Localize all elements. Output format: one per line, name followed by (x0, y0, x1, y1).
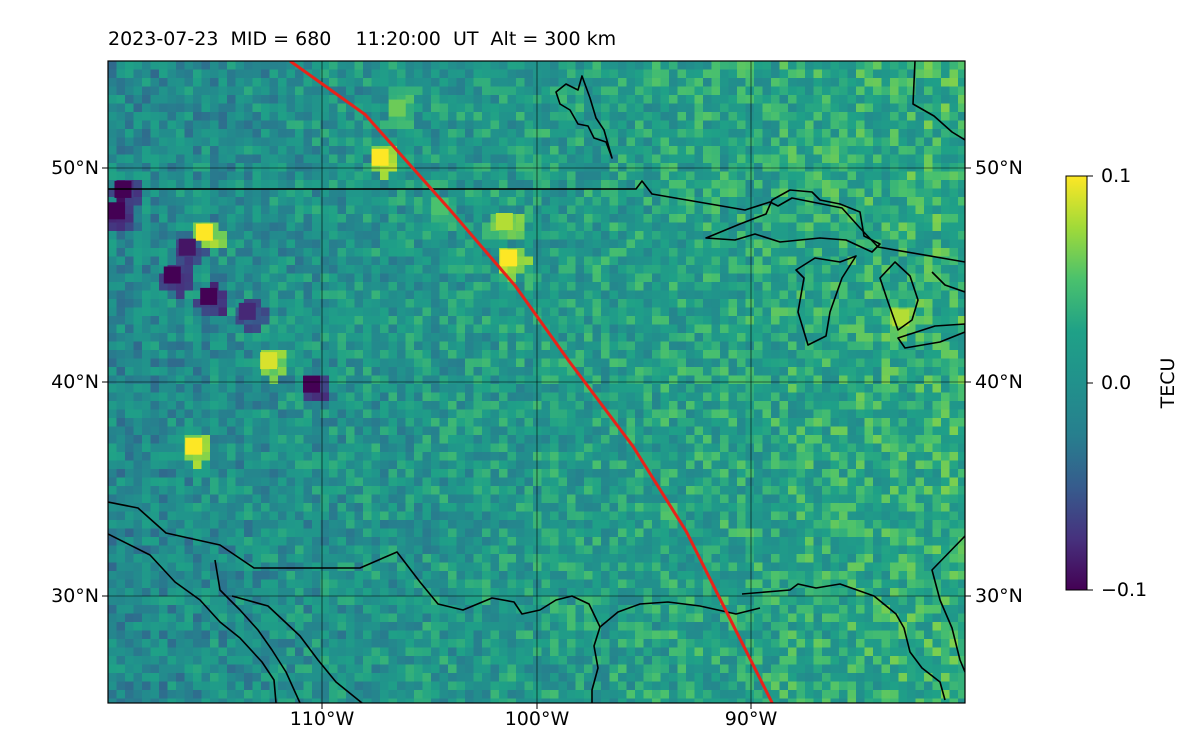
coastlines-and-borders (108, 61, 965, 703)
lat-tick-30n-left: 30°N (51, 585, 99, 607)
lat-tick-50n-right: 50°N (975, 157, 1023, 179)
axis-ticks (102, 167, 971, 709)
hudson-bay-inlet (555, 75, 613, 159)
baja-california-outer (108, 533, 277, 703)
colorbar (1065, 175, 1093, 591)
lat-tick-30n-right: 30°N (975, 585, 1023, 607)
colorbar-gradient (1065, 175, 1088, 591)
lon-tick-110w: 110°W (289, 708, 355, 730)
tec-hotspot-4 (495, 213, 513, 230)
quebec-coast (931, 271, 965, 293)
us-mexico-border (108, 501, 761, 628)
mexico-west-coast (231, 595, 363, 703)
tec-hotspot-0 (371, 148, 389, 166)
florida-east-coast (931, 535, 965, 673)
tec-hotspot-3 (185, 437, 203, 455)
map-gridlines (108, 61, 965, 703)
colorbar-tick-max: 0.1 (1101, 165, 1132, 187)
lon-tick-90w: 90°W (724, 708, 778, 730)
solar-terminator-line (289, 61, 774, 703)
tec-heatmap (108, 61, 965, 703)
atlantic-coast (912, 61, 965, 141)
tec-hotspot-10 (200, 287, 218, 305)
lake-superior (705, 189, 881, 253)
tec-hotspot-15 (238, 302, 256, 320)
tec-hotspot-11 (108, 202, 126, 220)
baja-california-inner (214, 559, 301, 703)
lake-huron (879, 261, 919, 331)
tec-hotspot-6 (892, 309, 910, 327)
tec-hotspot-13 (178, 238, 196, 256)
colorbar-tick-zero: 0.0 (1101, 372, 1132, 394)
map-title: 2023-07-23 MID = 680 11:20:00 UT Alt = 3… (108, 28, 617, 50)
gulf-coast-us (741, 583, 946, 701)
tec-hotspot-14 (303, 375, 321, 393)
lat-tick-40n-right: 40°N (975, 371, 1023, 393)
tec-hotspot-2 (260, 352, 278, 370)
lat-tick-40n-left: 40°N (51, 371, 99, 393)
terminator-layer (289, 61, 774, 703)
lake-michigan (795, 255, 857, 346)
colorbar-label: TECU (1157, 357, 1179, 409)
tec-hotspot-7 (388, 99, 406, 117)
tec-hotspot-5 (500, 249, 518, 267)
lake-erie-ontario (897, 323, 965, 349)
tec-hotspot-9 (163, 266, 181, 284)
colorbar-tick-min: −0.1 (1101, 579, 1148, 601)
gulf-coast-mexico (591, 626, 601, 703)
tec-hotspot-1 (195, 223, 213, 241)
lon-tick-100w: 100°W (504, 708, 570, 730)
lat-tick-50n-left: 50°N (51, 157, 99, 179)
